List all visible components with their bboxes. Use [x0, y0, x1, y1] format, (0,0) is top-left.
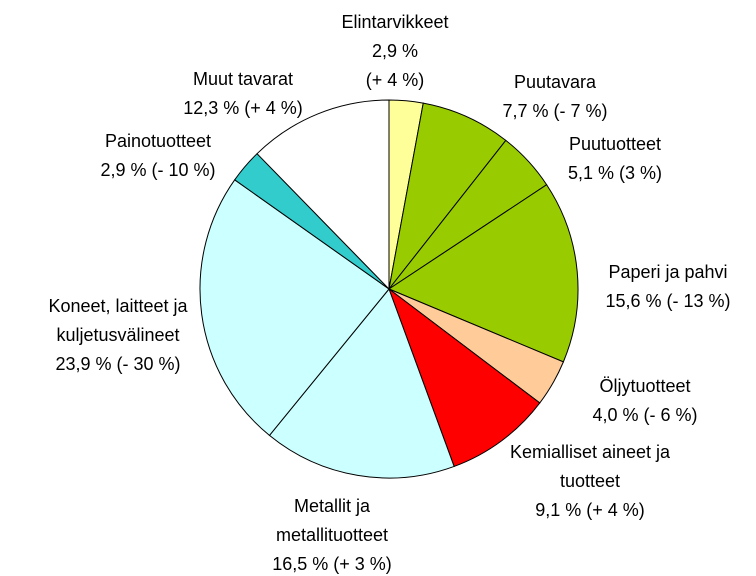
slice-name: Kemialliset aineet ja tuotteet [509, 442, 671, 491]
slice-value: 23,9 % [55, 354, 112, 374]
slice-name: Painotuotteet [104, 131, 212, 151]
slice-value: 2,9 % [371, 41, 419, 61]
slice-label: Elintarvikkeet 2,9 % (+ 4 %) [270, 8, 520, 95]
slice-value: (+ 4 %) [244, 98, 303, 118]
slice-value: 7,7 % [502, 101, 549, 121]
slice-name: Paperi ja pahvi [608, 262, 728, 282]
slice-name: Öljytuotteet [599, 376, 691, 396]
pie-slice [199, 179, 390, 437]
slice-value: 16,5 % [272, 554, 329, 574]
pie-slice [256, 99, 390, 291]
slice-name: Puutavara [513, 72, 597, 92]
pie-slice [387, 287, 541, 468]
slice-value: (+ 4 %) [586, 500, 645, 520]
slice-value: (- 13 %) [666, 291, 731, 311]
slice-label: Puutavara 7,7 % (- 7 %) [430, 68, 680, 126]
slice-label: Puutuotteet 5,1 % (3 %) [490, 130, 740, 188]
pie-slice [268, 288, 455, 479]
slice-value: (- 7 %) [553, 101, 608, 121]
slice-value: 5,1 % [567, 163, 614, 183]
slice-value: 4,0 % [592, 405, 639, 425]
pie-slice [387, 184, 579, 363]
slice-value: (+ 3 %) [333, 554, 392, 574]
slice-value: 9,1 % [535, 500, 582, 520]
slice-label: Metallit ja metallituotteet 16,5 % (+ 3 %… [257, 492, 407, 576]
slice-value: 15,6 % [605, 291, 662, 311]
slice-value: 2,9 % [100, 160, 147, 180]
slice-name: Muut tavarat [192, 69, 294, 89]
slice-value: (+ 4 %) [365, 70, 425, 90]
slice-label: Kemialliset aineet ja tuotteet 9,1 % (+ 4… [508, 438, 673, 525]
slice-label: Paperi ja pahvi 15,6 % (- 13 %) [543, 258, 756, 316]
slice-label: Muut tavarat 12,3 % (+ 4 %) [118, 65, 368, 123]
slice-label: Öljytuotteet 4,0 % (- 6 %) [520, 372, 756, 430]
slice-value: (- 30 %) [116, 354, 181, 374]
slice-label: Painotuotteet 2,9 % (- 10 %) [33, 127, 283, 185]
slice-value: 12,3 % [183, 98, 240, 118]
slice-name: Metallit ja metallituotteet [275, 496, 389, 545]
slice-value: (3 %) [619, 163, 663, 183]
slice-name: Puutuotteet [568, 134, 662, 154]
slice-value: (- 10 %) [151, 160, 216, 180]
slice-value: (- 6 %) [643, 405, 698, 425]
slice-name: Koneet, laitteet ja kuljetusvälineet [48, 296, 188, 345]
slice-name: Elintarvikkeet [341, 12, 449, 32]
slice-label: Koneet, laitteet ja kuljetusvälineet 23,9… [18, 292, 218, 379]
